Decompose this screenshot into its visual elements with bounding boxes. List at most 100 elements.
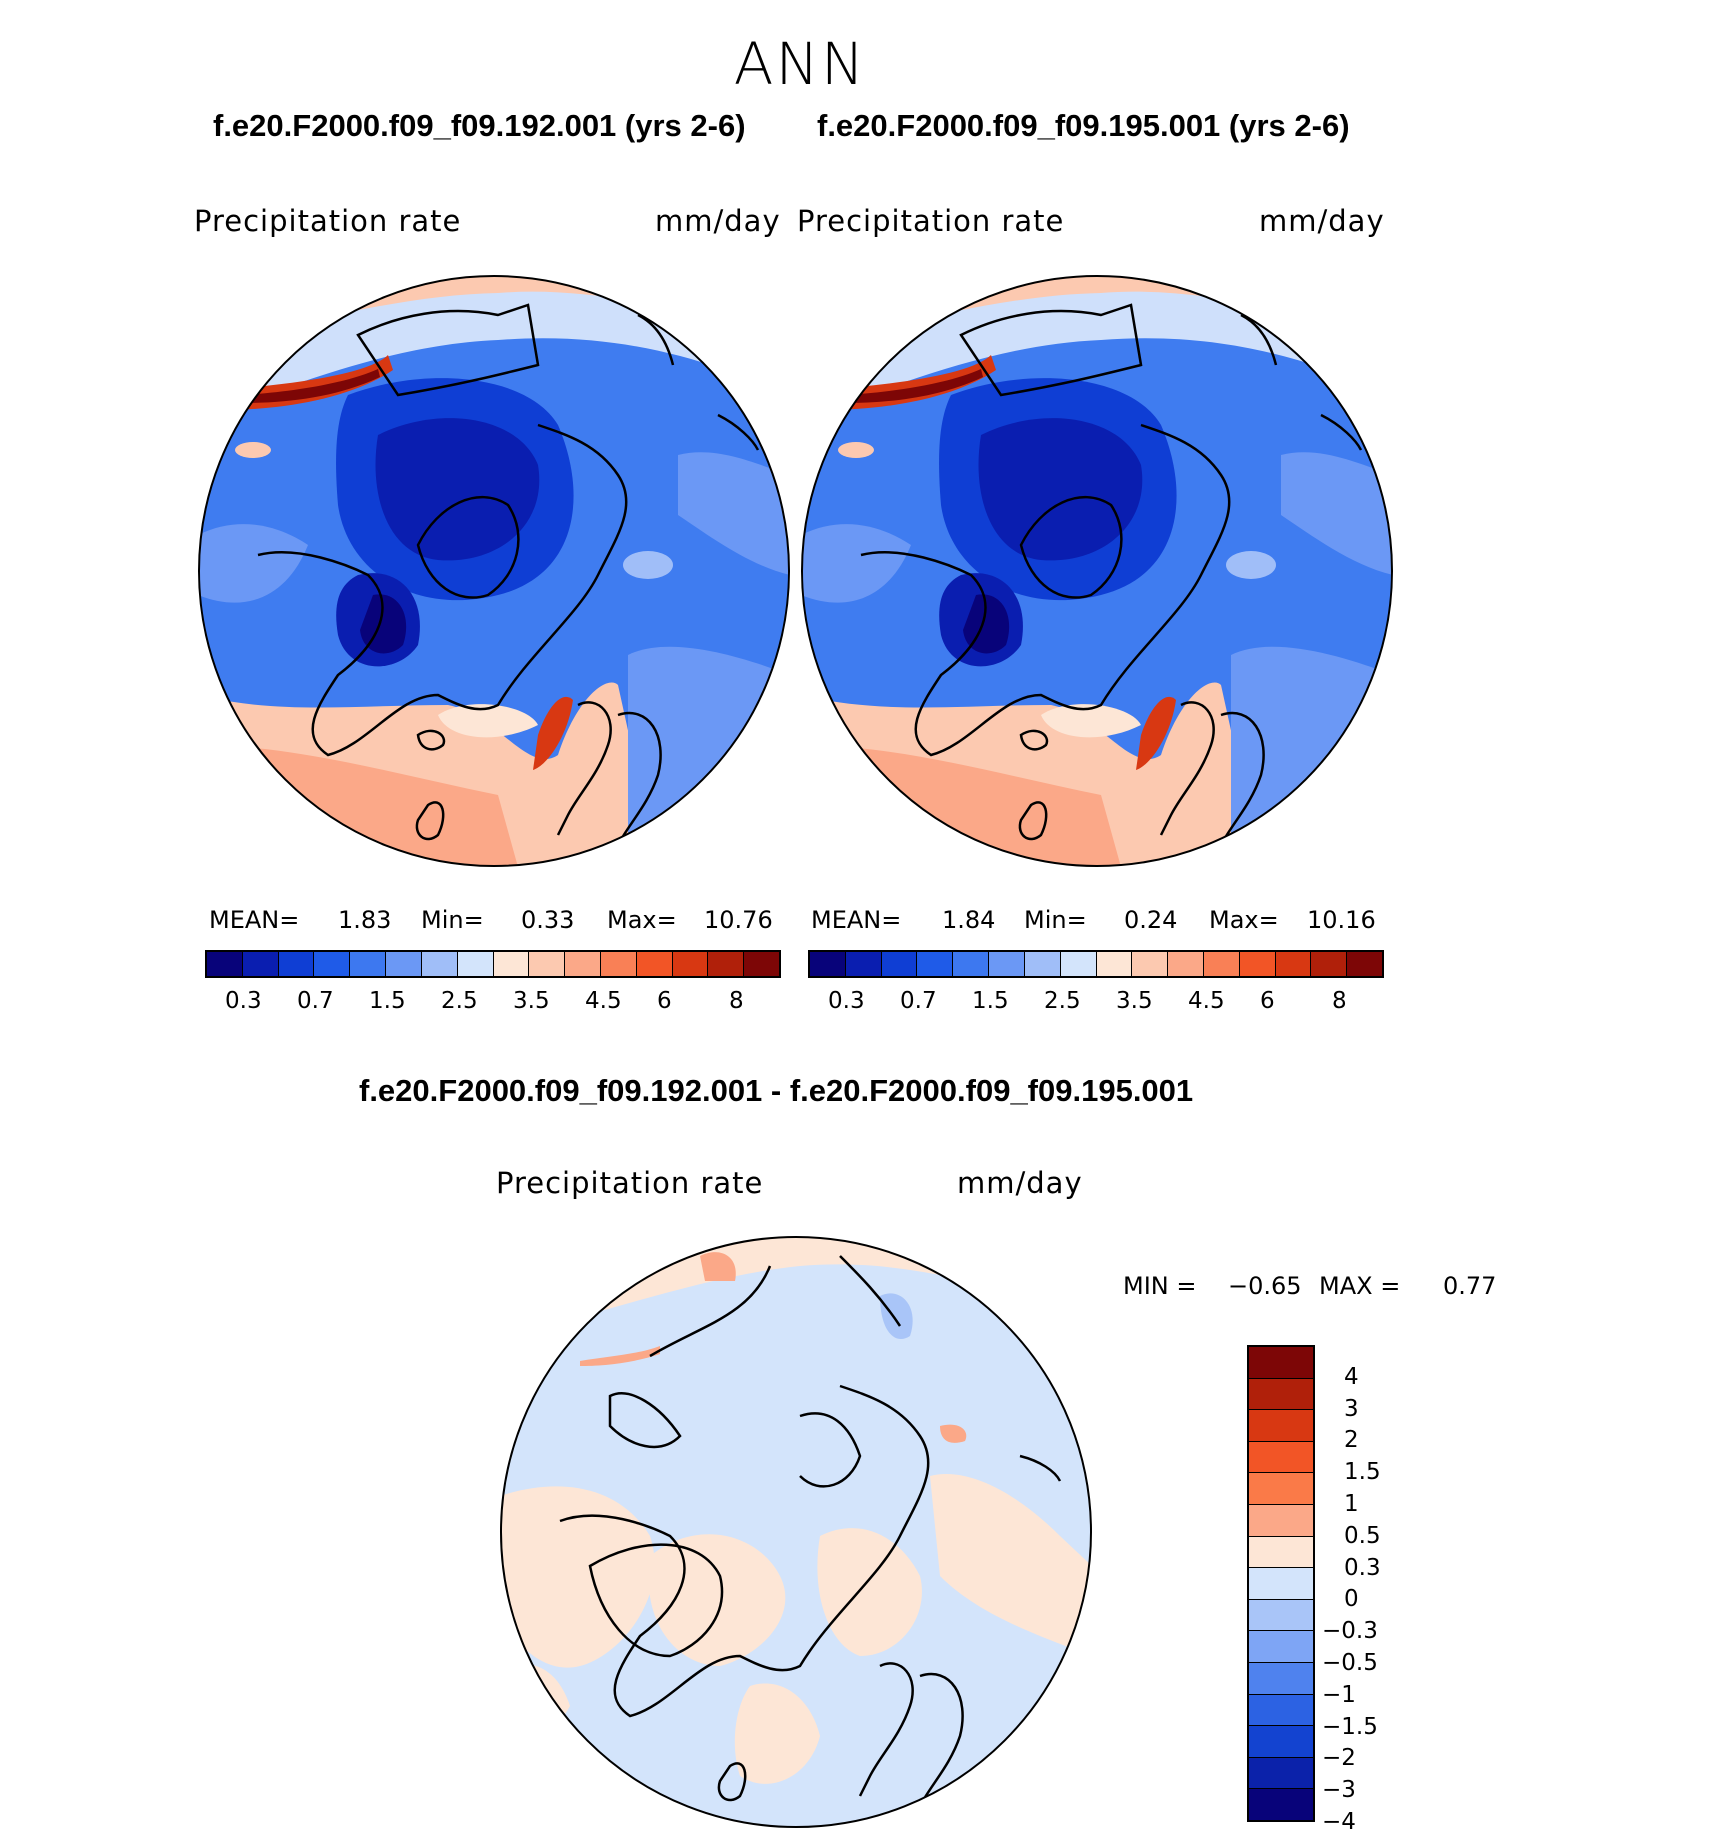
colorbar-swatch (1275, 952, 1312, 976)
colorbar-swatch (672, 952, 709, 976)
colorbar-swatch (278, 952, 315, 976)
polar-map-left (198, 275, 790, 867)
colorbar-tick-label: 3.5 (1116, 988, 1153, 1014)
colorbar-tick-label: 2 (1344, 1427, 1359, 1454)
diff-min-label: MIN = (1123, 1272, 1197, 1300)
colorbar-swatch (493, 952, 530, 976)
max-value-left: 10.76 (704, 906, 773, 934)
colorbar-tick-label: −3 (1322, 1777, 1356, 1804)
colorbar-tick-label: −4 (1322, 1809, 1356, 1835)
colorbar-swatch (457, 952, 494, 976)
max-label-left: Max= (607, 906, 677, 934)
colorbar-tick-label: 1.5 (972, 988, 1009, 1014)
min-value-right: 0.24 (1124, 906, 1178, 934)
colorbar-swatch (1249, 1694, 1313, 1727)
colorbar-tick-label: 0.7 (297, 988, 334, 1014)
colorbar-tick-label: 1 (1344, 1491, 1359, 1517)
colorbar-swatch (1060, 952, 1097, 976)
colorbar-difference (1247, 1345, 1315, 1822)
case-title-left: f.e20.F2000.f09_f09.192.001 (yrs 2-6) (213, 108, 746, 143)
variable-label-left: Precipitation rate (194, 204, 462, 238)
colorbar-tick-label: 3 (1344, 1395, 1359, 1422)
colorbar-tick-label: 1.5 (1344, 1459, 1381, 1486)
min-label-left: Min= (421, 906, 484, 934)
colorbar-swatch (1249, 1536, 1313, 1569)
colorbar-swatch (1347, 952, 1382, 976)
colorbar-swatch (1096, 952, 1133, 976)
colorbar-swatch (1249, 1504, 1313, 1537)
max-label-right: Max= (1209, 906, 1279, 934)
colorbar-tick-label: 2.5 (1044, 988, 1081, 1014)
colorbar-tick-label: −0.3 (1322, 1618, 1378, 1645)
variable-label-diff: Precipitation rate (496, 1166, 764, 1200)
colorbar-swatch (881, 952, 918, 976)
colorbar-swatch (636, 952, 673, 976)
colorbar-swatch (600, 952, 637, 976)
colorbar-swatch (565, 952, 601, 976)
colorbar-swatch (744, 952, 779, 976)
polar-map-right (801, 275, 1393, 867)
colorbar-swatch (1249, 1568, 1313, 1600)
colorbar-tick-label: 0.3 (1344, 1554, 1381, 1581)
colorbar-swatch (1249, 1347, 1313, 1379)
colorbar-swatch (1249, 1726, 1313, 1758)
colorbar-tick-label: 0.5 (1344, 1522, 1381, 1549)
colorbar-tick-label: 3.5 (513, 988, 550, 1014)
mean-label-right: MEAN= (811, 906, 902, 934)
case-title-right: f.e20.F2000.f09_f09.195.001 (yrs 2-6) (817, 108, 1350, 143)
colorbar-swatch (1249, 1757, 1313, 1790)
colorbar-right (808, 950, 1384, 978)
colorbar-ticks-left: 0.3 0.7 1.5 2.5 3.5 4.5 6 8 (205, 988, 781, 1018)
colorbar-swatch (421, 952, 458, 976)
colorbar-swatch (1249, 1473, 1313, 1505)
colorbar-swatch (1132, 952, 1169, 976)
diff-min-value: −0.65 (1228, 1272, 1302, 1300)
colorbar-tick-label: 2.5 (441, 988, 478, 1014)
colorbar-tick-label: −1 (1322, 1681, 1356, 1708)
min-label-right: Min= (1024, 906, 1087, 934)
colorbar-tick-label: 8 (1332, 988, 1347, 1014)
colorbar-swatch (529, 952, 566, 976)
colorbar-tick-label: −2 (1322, 1745, 1356, 1772)
colorbar-swatch (1249, 1599, 1313, 1632)
colorbar-swatch (1249, 1441, 1313, 1474)
colorbar-tick-label: 4 (1344, 1363, 1359, 1390)
colorbar-swatch (845, 952, 882, 976)
colorbar-swatch (1168, 952, 1204, 976)
colorbar-swatch (1249, 1631, 1313, 1663)
colorbar-swatch (917, 952, 954, 976)
colorbar-swatch (1311, 952, 1348, 976)
colorbar-swatch (242, 952, 279, 976)
units-label-right: mm/day (1259, 204, 1385, 238)
min-value-left: 0.33 (521, 906, 575, 934)
colorbar-ticks-right: 0.3 0.7 1.5 2.5 3.5 4.5 6 8 (808, 988, 1384, 1018)
units-label-left: mm/day (655, 204, 781, 238)
colorbar-tick-label: 8 (729, 988, 744, 1014)
colorbar-tick-label: 0.3 (828, 988, 865, 1014)
colorbar-swatch (1203, 952, 1240, 976)
colorbar-swatch (1249, 1410, 1313, 1442)
colorbar-swatch (386, 952, 422, 976)
colorbar-tick-label: 6 (1260, 988, 1275, 1014)
variable-label-right: Precipitation rate (797, 204, 1065, 238)
mean-value-left: 1.83 (338, 906, 392, 934)
polar-map-difference (500, 1236, 1092, 1828)
diff-max-label: MAX = (1319, 1272, 1401, 1300)
colorbar-swatch (1239, 952, 1276, 976)
colorbar-tick-label: 1.5 (369, 988, 406, 1014)
colorbar-swatch (207, 952, 243, 976)
colorbar-tick-label: 0 (1344, 1586, 1359, 1613)
difference-title: f.e20.F2000.f09_f09.192.001 - f.e20.F200… (359, 1073, 1194, 1108)
colorbar-tick-label: −0.5 (1322, 1650, 1378, 1676)
colorbar-tick-label: 0.7 (900, 988, 937, 1014)
colorbar-swatch (350, 952, 387, 976)
colorbar-swatch (1024, 952, 1061, 976)
max-value-right: 10.16 (1307, 906, 1376, 934)
colorbar-swatch (314, 952, 351, 976)
colorbar-tick-label: 6 (657, 988, 672, 1014)
colorbar-swatch (1249, 1378, 1313, 1411)
season-title: ANN (733, 30, 867, 98)
colorbar-left (205, 950, 781, 978)
diff-max-value: 0.77 (1443, 1272, 1497, 1300)
colorbar-swatch (989, 952, 1025, 976)
